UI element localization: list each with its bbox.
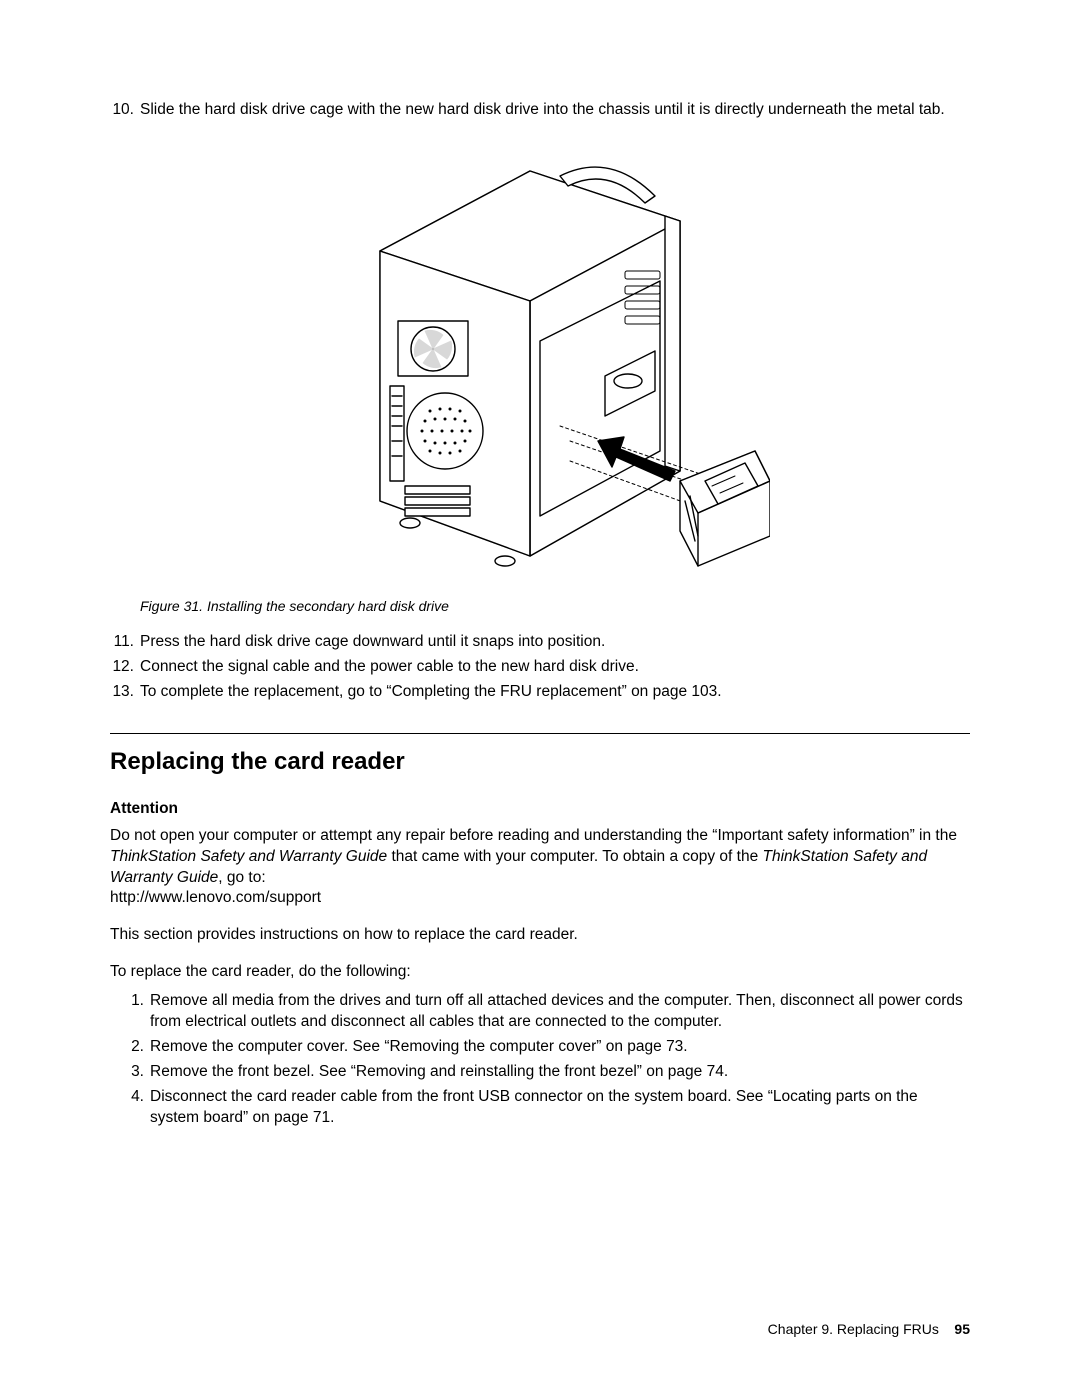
step-number: 1. bbox=[128, 991, 150, 1033]
figure-number: Figure 31. bbox=[140, 598, 203, 614]
step-text: Remove the front bezel. See “Removing an… bbox=[150, 1062, 970, 1083]
footer-chapter: Chapter 9. Replacing FRUs bbox=[768, 1321, 939, 1337]
cr-step-2: 2. Remove the computer cover. See “Remov… bbox=[128, 1037, 970, 1058]
card-reader-steps: 1. Remove all media from the drives and … bbox=[110, 991, 970, 1129]
step-number: 12. bbox=[110, 657, 140, 678]
cr-step-4: 4. Disconnect the card reader cable from… bbox=[128, 1087, 970, 1129]
step-text: Remove the computer cover. See “Removing… bbox=[150, 1037, 970, 1058]
step-text: Connect the signal cable and the power c… bbox=[140, 657, 970, 678]
footer-page-number: 95 bbox=[954, 1321, 970, 1337]
step-number: 2. bbox=[128, 1037, 150, 1058]
attention-text-1b: that came with your computer. To obtain … bbox=[387, 848, 762, 865]
attention-text-1c: , go to: bbox=[218, 869, 265, 886]
attention-label: Attention bbox=[110, 800, 970, 818]
section-rule bbox=[110, 733, 970, 734]
page-footer: Chapter 9. Replacing FRUs 95 bbox=[768, 1321, 970, 1337]
attention-italic-1: ThinkStation Safety and Warranty Guide bbox=[110, 848, 387, 865]
step-number: 4. bbox=[128, 1087, 150, 1129]
step-12: 12. Connect the signal cable and the pow… bbox=[110, 657, 970, 678]
step-text: Press the hard disk drive cage downward … bbox=[140, 632, 970, 653]
step-number: 3. bbox=[128, 1062, 150, 1083]
attention-paragraph: Do not open your computer or attempt any… bbox=[110, 826, 970, 910]
attention-url: http://www.lenovo.com/support bbox=[110, 889, 321, 906]
step-number: 13. bbox=[110, 682, 140, 703]
step-number: 11. bbox=[110, 632, 140, 653]
step-text: Slide the hard disk drive cage with the … bbox=[140, 100, 970, 121]
section-heading: Replacing the card reader bbox=[110, 748, 970, 776]
figure-caption: Figure 31. Installing the secondary hard… bbox=[140, 598, 970, 614]
intro-paragraph: This section provides instructions on ho… bbox=[110, 925, 970, 946]
cr-step-1: 1. Remove all media from the drives and … bbox=[128, 991, 970, 1033]
step-number: 10. bbox=[110, 100, 140, 121]
cr-step-3: 3. Remove the front bezel. See “Removing… bbox=[128, 1062, 970, 1083]
step-10: 10. Slide the hard disk drive cage with … bbox=[110, 100, 970, 121]
step-text: Disconnect the card reader cable from th… bbox=[150, 1087, 970, 1129]
figure-caption-text: Installing the secondary hard disk drive bbox=[207, 598, 449, 614]
step-text: Remove all media from the drives and tur… bbox=[150, 991, 970, 1033]
step-13: 13. To complete the replacement, go to “… bbox=[110, 682, 970, 703]
step-11: 11. Press the hard disk drive cage downw… bbox=[110, 632, 970, 653]
step-text: To complete the replacement, go to “Comp… bbox=[140, 682, 970, 703]
hdd-install-diagram bbox=[310, 141, 770, 581]
lead-in: To replace the card reader, do the follo… bbox=[110, 962, 970, 983]
attention-text-1a: Do not open your computer or attempt any… bbox=[110, 827, 957, 844]
figure-31 bbox=[110, 141, 970, 586]
